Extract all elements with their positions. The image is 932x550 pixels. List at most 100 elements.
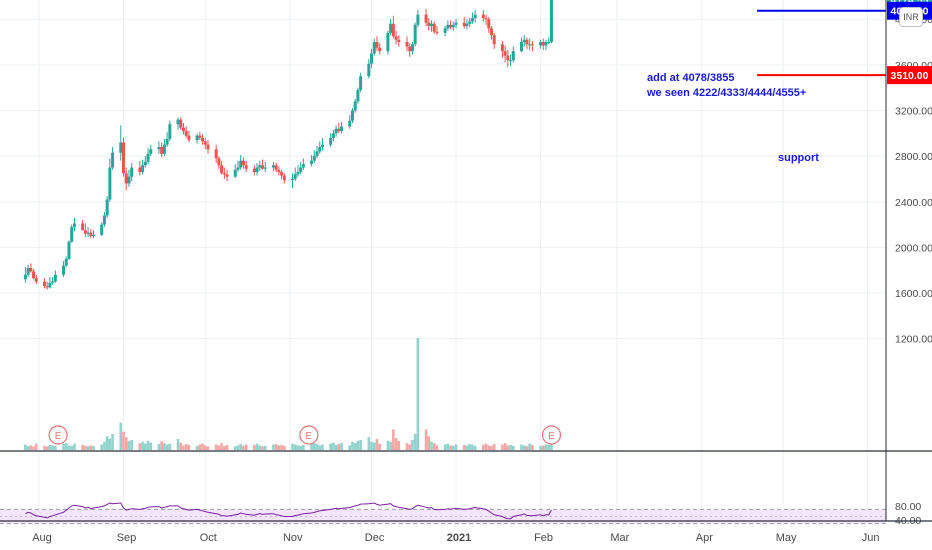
volume-bar bbox=[206, 446, 210, 450]
candle-body bbox=[225, 174, 229, 177]
candle-body bbox=[528, 44, 532, 46]
rsi-tick-label: 80.00 bbox=[895, 501, 921, 513]
candle-body bbox=[184, 131, 188, 136]
volume-bar bbox=[138, 443, 142, 450]
price-tick-label: 2400.00 bbox=[895, 197, 932, 209]
candle-body bbox=[296, 172, 300, 175]
candle-body bbox=[356, 89, 360, 102]
volume-bar bbox=[329, 443, 332, 450]
volume-bar bbox=[184, 444, 188, 450]
candle-body bbox=[255, 167, 259, 173]
volume-bar bbox=[168, 443, 172, 450]
candle-body bbox=[424, 14, 428, 23]
candle-body bbox=[468, 21, 472, 24]
candle-body bbox=[62, 265, 66, 275]
price-tick-label: 3200.00 bbox=[895, 105, 932, 117]
volume-bar bbox=[179, 442, 183, 450]
candle-body bbox=[451, 24, 455, 28]
volume-bar bbox=[356, 440, 360, 450]
volume-bar bbox=[239, 444, 243, 450]
candle-body bbox=[48, 282, 52, 288]
volume-bar bbox=[119, 422, 123, 450]
candle-body bbox=[427, 22, 431, 27]
candle-body bbox=[350, 110, 354, 121]
candle-body bbox=[100, 224, 104, 235]
earnings-marker bbox=[48, 425, 68, 445]
price-tick-label: 1600.00 bbox=[895, 288, 932, 300]
candle-body bbox=[157, 146, 161, 150]
volume-bar bbox=[408, 444, 412, 450]
candle-body bbox=[375, 42, 379, 48]
candle-body bbox=[320, 144, 324, 147]
candle-body bbox=[372, 42, 376, 54]
volume-bar bbox=[111, 434, 114, 450]
volume-bar bbox=[43, 445, 46, 450]
candle-body bbox=[435, 31, 439, 33]
candle-body bbox=[233, 169, 237, 177]
earnings-marker-label: E bbox=[306, 431, 313, 442]
volume-bar bbox=[103, 441, 106, 450]
candle-body bbox=[195, 135, 199, 141]
candle-body bbox=[222, 173, 226, 175]
candle-body bbox=[274, 165, 278, 170]
volume-bar bbox=[220, 443, 223, 450]
candle-body bbox=[34, 278, 38, 282]
volume-bar bbox=[261, 446, 264, 450]
candle-body bbox=[465, 23, 469, 27]
volume-bar bbox=[503, 443, 507, 450]
candle-body bbox=[318, 146, 322, 152]
volume-bar bbox=[223, 445, 226, 450]
candle-body bbox=[503, 51, 507, 56]
volume-bar bbox=[430, 441, 433, 450]
volume-bar bbox=[468, 444, 471, 450]
candle-body bbox=[530, 44, 534, 46]
time-tick-label: Feb bbox=[534, 532, 553, 544]
candle-body bbox=[416, 14, 420, 25]
candle-body bbox=[206, 144, 210, 150]
volume-bar bbox=[242, 445, 245, 450]
volume-bar bbox=[318, 445, 322, 450]
candle-body bbox=[203, 141, 207, 145]
candle-body bbox=[261, 165, 265, 169]
time-tick-label: Oct bbox=[200, 532, 217, 544]
candle-body bbox=[446, 24, 450, 29]
volume-bar bbox=[84, 445, 87, 450]
volume-bar bbox=[473, 445, 477, 450]
volume-bar bbox=[411, 439, 414, 450]
price-tick-label: 2000.00 bbox=[895, 242, 932, 254]
volume-bar bbox=[272, 444, 275, 450]
price-level-label: 3510.00 bbox=[891, 70, 929, 82]
volume-bar bbox=[255, 443, 259, 450]
earnings-marker-label: E bbox=[55, 431, 62, 442]
currency-badge[interactable]: INR bbox=[899, 7, 923, 27]
volume-bar bbox=[462, 444, 466, 450]
volume-bar bbox=[124, 437, 128, 450]
volume-bar bbox=[263, 445, 267, 450]
candle-body bbox=[127, 176, 131, 184]
candle-body bbox=[280, 172, 284, 176]
candle-body bbox=[130, 167, 134, 177]
earnings-marker bbox=[541, 425, 562, 445]
price-tick-label: 1200.00 bbox=[895, 334, 932, 346]
candle-body bbox=[179, 119, 183, 128]
volume-bar bbox=[299, 445, 302, 450]
volume-bar bbox=[92, 445, 95, 450]
candle-body bbox=[102, 215, 106, 225]
volume-bar bbox=[105, 436, 109, 450]
volume-bar bbox=[487, 445, 491, 450]
volume-bar bbox=[146, 440, 150, 450]
volume-bar bbox=[283, 445, 286, 450]
chart-annotation: we seen 4222/4333/4444/4555+ bbox=[646, 87, 806, 99]
candles bbox=[23, 0, 553, 290]
candle-body bbox=[32, 271, 36, 279]
candle-body bbox=[105, 199, 109, 216]
volume-bar bbox=[29, 445, 33, 450]
volume-bar bbox=[394, 438, 398, 450]
volume-bar bbox=[449, 445, 452, 450]
candle-body bbox=[539, 42, 543, 46]
volume-bar bbox=[258, 445, 262, 450]
candle-body bbox=[23, 274, 27, 280]
volume-bar bbox=[522, 445, 526, 450]
volume-bar bbox=[353, 443, 357, 450]
